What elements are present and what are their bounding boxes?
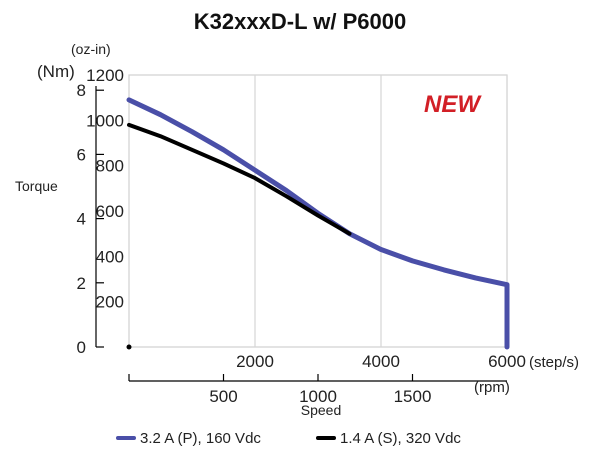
right-tick-label: 1000 xyxy=(86,111,124,130)
right-tick-label: 800 xyxy=(96,157,124,176)
left-tick-label: 2 xyxy=(77,274,86,293)
right-tick-label: 400 xyxy=(96,247,124,266)
left-axis-unit: (Nm) xyxy=(37,62,75,81)
left-tick-label: 0 xyxy=(77,338,86,357)
bottom-x-tick-label: 1500 xyxy=(394,387,432,406)
bottom-x-tick-label: 1000 xyxy=(299,387,337,406)
top-x-tick-label: 4000 xyxy=(362,352,400,371)
x-axis-label: Speed xyxy=(301,402,341,418)
y-axis-label: Torque xyxy=(15,178,58,194)
left-tick-label: 6 xyxy=(77,145,86,164)
left-tick-label: 4 xyxy=(77,210,86,229)
right-axis-unit: (oz-in) xyxy=(71,41,111,57)
new-badge: NEW xyxy=(424,91,482,118)
legend-item-black-label: 1.4 A (S), 320 Vdc xyxy=(340,430,461,447)
chart-title: K32xxxD-L w/ P6000 xyxy=(194,9,406,34)
series-line-black xyxy=(127,122,352,236)
bottom-x-tick-label: 500 xyxy=(209,387,237,406)
series-line-blue xyxy=(126,97,510,350)
top-x-tick-label: 6000 xyxy=(488,352,526,371)
chart-body: 0 2 4 6 8 200 400 600 800 1000 1200 2000 4000 6000 500… xyxy=(77,66,526,447)
right-tick-label: 1200 xyxy=(86,66,124,85)
right-tick-label: 600 xyxy=(96,202,124,221)
origin-dot xyxy=(126,344,132,350)
top-x-tick-label: 2000 xyxy=(236,352,274,371)
x-top-unit: (step/s) xyxy=(529,354,579,371)
left-tick-label: 8 xyxy=(77,81,86,100)
right-tick-label: 200 xyxy=(96,293,124,312)
x-bottom-unit: (rpm) xyxy=(474,379,510,396)
legend-item-blue-label: 3.2 A (P), 160 Vdc xyxy=(140,430,261,447)
